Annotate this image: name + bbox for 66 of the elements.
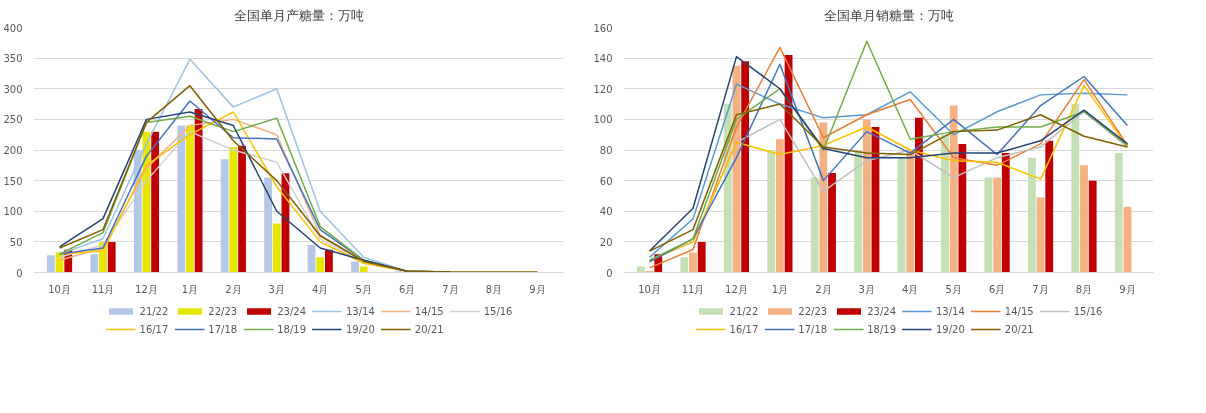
y-tick-label: 300 [3,83,23,95]
y-tick-label: 150 [3,175,23,187]
y-tick-label: 50 [9,236,23,248]
legend-label: 13/14 [936,305,965,317]
y-tick-label: 100 [593,114,613,126]
chart-title: 全国单月产糖量：万吨 [233,7,364,23]
x-tick-label: 1月 [181,283,199,295]
y-tick-label: 60 [599,175,613,187]
y-tick-label: 160 [593,22,613,34]
legend-label: 21/22 [729,305,759,317]
legend-label: 16/17 [729,323,759,335]
y-tick-label: 40 [599,206,613,218]
x-tick-label: 7月 [1032,283,1049,295]
x-tick-label: 11月 [681,283,705,295]
legend-label: 20/21 [1004,323,1034,335]
legend-label: 18/19 [277,323,306,335]
x-tick-label: 11月 [91,283,115,295]
x-tick-label: 8月 [485,283,503,295]
y-tick-label: 200 [3,145,23,156]
x-tick-label: 8月 [1075,283,1093,295]
y-tick-label: 350 [3,53,23,65]
legend-label: 20/21 [414,323,444,335]
legend-label: 16/17 [139,323,169,335]
y-tick-label: 20 [599,236,613,248]
y-tick-label: 140 [593,53,613,65]
y-tick-label: 120 [593,83,613,95]
legend-label: 19/20 [936,323,965,335]
y-tick-label: 0 [16,267,23,279]
x-tick-label: 1月 [771,283,789,295]
legend-label: 22/23 [798,305,828,317]
legend-label: 23/24 [867,305,896,317]
x-tick-label: 6月 [988,283,1006,295]
x-tick-label: 4月 [312,283,329,295]
y-tick-label: 80 [599,145,613,156]
legend-label: 19/20 [346,323,375,335]
legend-label: 22/23 [208,305,238,317]
x-tick-label: 5月 [355,283,372,295]
x-tick-label: 2月 [815,283,832,295]
legend-label: 18/19 [867,323,896,335]
legend-label: 17/18 [798,323,828,335]
x-tick-label: 6月 [398,283,416,295]
x-tick-label: 12月 [725,283,748,295]
y-tick-label: 0 [606,267,613,279]
legend-label: 23/24 [277,305,306,317]
y-tick-label: 100 [3,206,23,218]
legend-label: 13/14 [346,305,375,317]
legend-label: 15/16 [1073,305,1103,317]
legend-label: 15/16 [483,305,513,317]
legend-label: 14/15 [1004,305,1034,317]
x-tick-label: 12月 [135,283,158,295]
x-tick-label: 3月 [858,283,875,295]
legend-label: 14/15 [414,305,444,317]
x-tick-label: 9月 [1119,283,1136,295]
x-tick-label: 7月 [442,283,459,295]
x-tick-label: 2月 [225,283,242,295]
x-tick-label: 10月 [48,283,71,295]
y-tick-label: 250 [3,114,23,126]
x-tick-label: 10月 [638,283,661,295]
x-tick-label: 9月 [529,283,546,295]
chart-title: 全国单月销糖量：万吨 [823,7,954,23]
legend-label: 21/22 [139,305,169,317]
legend-label: 17/18 [208,323,238,335]
x-tick-label: 4月 [902,283,919,295]
y-tick-label: 400 [3,22,23,34]
x-tick-label: 3月 [268,283,285,295]
x-tick-label: 5月 [945,283,962,295]
